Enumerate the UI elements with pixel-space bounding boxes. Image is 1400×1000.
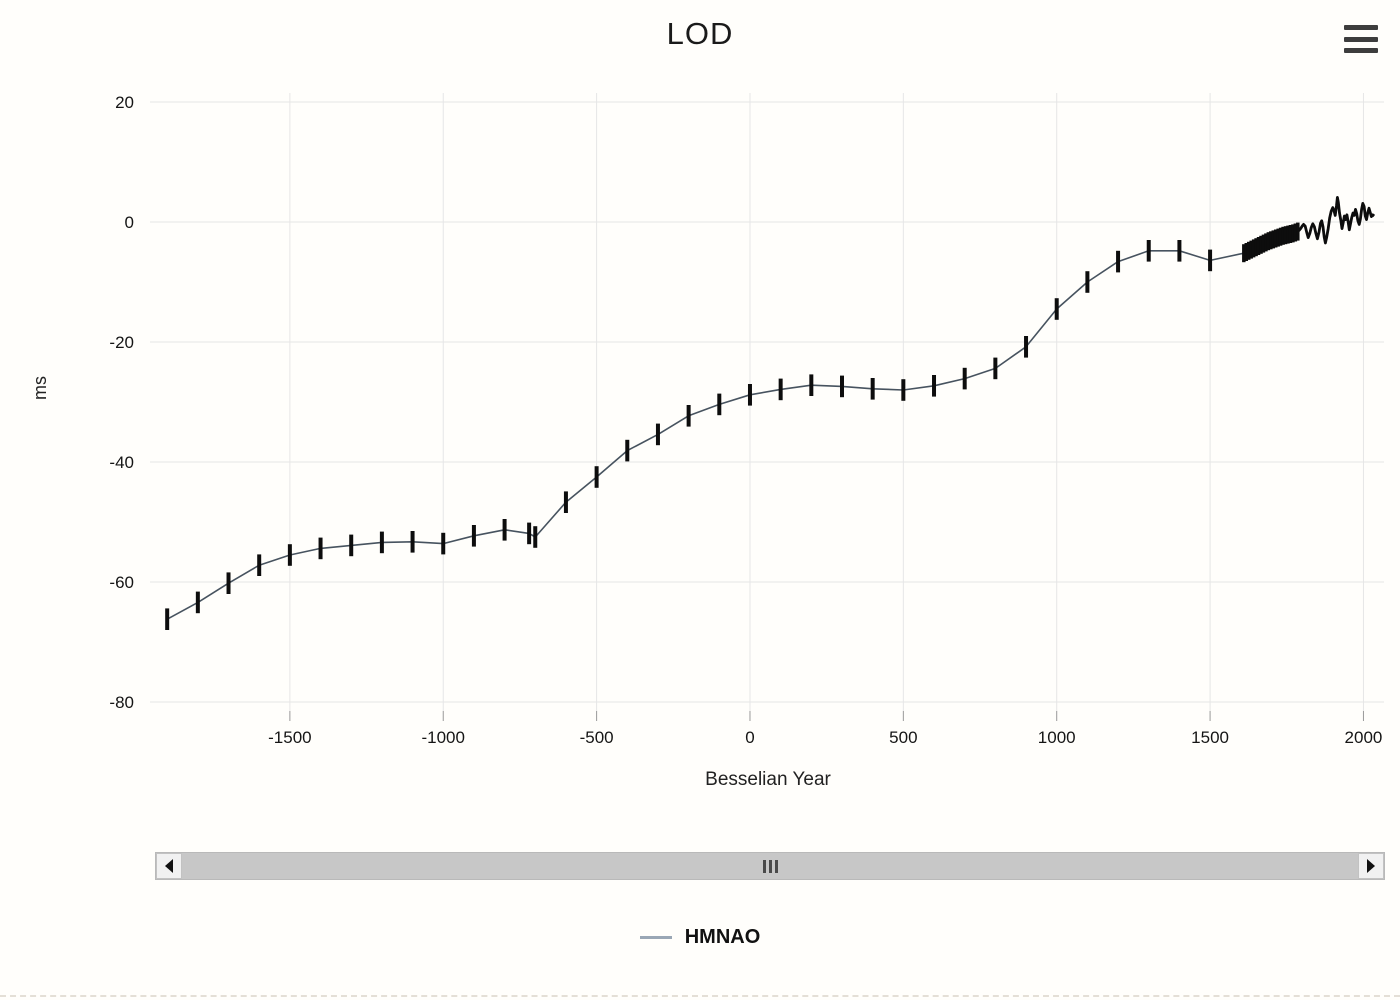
right-arrow-icon xyxy=(1367,859,1375,873)
grip-icon xyxy=(774,859,778,873)
x-scrollbar[interactable] xyxy=(155,852,1385,880)
series-line-historic xyxy=(166,230,1299,620)
x-tick-label: 500 xyxy=(889,728,917,747)
legend[interactable]: HMNAO xyxy=(0,920,1400,954)
series-line-modern xyxy=(1296,196,1376,245)
hamburger-icon xyxy=(1344,36,1378,42)
scrollbar-left-button[interactable] xyxy=(156,853,182,879)
x-tick-label: -1500 xyxy=(268,728,311,747)
y-tick-label: 20 xyxy=(115,93,134,112)
y-axis-title: ms xyxy=(30,376,50,400)
grip-icon xyxy=(768,859,772,873)
x-tick-label: 1500 xyxy=(1191,728,1229,747)
x-axis-title-wrap: Besselian Year xyxy=(0,769,1400,791)
left-arrow-icon xyxy=(165,859,173,873)
x-tick-label: -1000 xyxy=(421,728,464,747)
grip-icon xyxy=(762,859,766,873)
legend-item-label: HMNAO xyxy=(684,925,761,948)
hamburger-icon xyxy=(1344,25,1378,30)
x-axis-title: Besselian Year xyxy=(705,769,831,790)
x-tick-label: -500 xyxy=(580,728,614,747)
y-tick-label: -60 xyxy=(109,573,134,592)
plot-area: 20 0 -20 -40 -60 -80 -1500 -1000 -500 0 500 1000 150… xyxy=(109,93,1384,747)
x-tick-label: 1000 xyxy=(1038,728,1076,747)
y-tick-label: -40 xyxy=(109,453,134,472)
x-tick-label: 2000 xyxy=(1345,728,1383,747)
y-tick-label: -80 xyxy=(109,693,134,712)
legend-line-swatch xyxy=(639,935,672,939)
hamburger-icon xyxy=(1344,48,1378,53)
x-tick-label: 0 xyxy=(745,728,754,747)
bottom-dashed-line xyxy=(0,995,1400,997)
y-tick-label: -20 xyxy=(109,333,134,352)
y-tick-label: 0 xyxy=(125,213,134,232)
scrollbar-right-button[interactable] xyxy=(1358,853,1384,879)
chart-title: LOD xyxy=(666,16,734,51)
context-menu-button[interactable] xyxy=(1344,25,1378,53)
scrollbar-thumb[interactable] xyxy=(182,853,1358,879)
